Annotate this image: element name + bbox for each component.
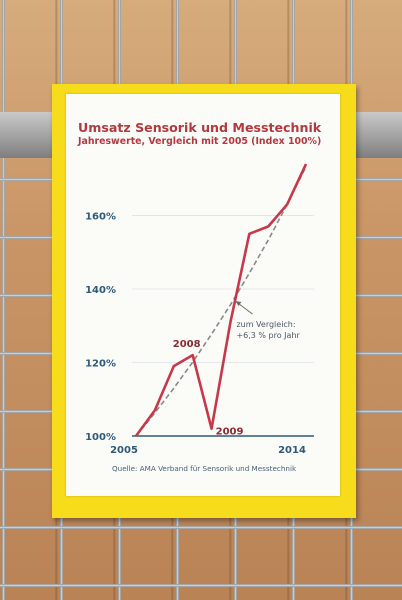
series-line-trend [135, 166, 307, 437]
y-tick-label: 100% [85, 432, 116, 443]
annotation-compare-line2: +6,3 % pro Jahr [236, 331, 300, 340]
label-layer: 2008 2009 zum Vergleich: +6,3 % pro Jahr [173, 301, 301, 438]
y-tick-label: 160% [85, 211, 116, 222]
fence-bar [0, 584, 402, 587]
annotation-2009: 2009 [216, 427, 244, 438]
x-tick-label-start: 2005 [110, 445, 138, 456]
grid-layer [132, 215, 314, 363]
y-tick-label: 120% [85, 358, 116, 369]
poster-sheet: Umsatz Sensorik und Messtechnik Jahreswe… [66, 94, 340, 496]
line-layer [134, 163, 308, 437]
fence-bar [0, 526, 402, 529]
chart-subtitle: Jahreswerte, Vergleich mit 2005 (Index 1… [78, 136, 322, 147]
chart-title: Umsatz Sensorik und Messtechnik [78, 120, 322, 135]
x-tick-label-end: 2014 [278, 445, 306, 456]
series-line-actual [134, 163, 308, 437]
y-tick-label: 140% [85, 285, 116, 296]
fence-bar [2, 0, 5, 600]
annotation-compare-line1: zum Vergleich: [236, 320, 295, 329]
axis-layer: 100% 120% 140% 160% 2005 2014 [85, 211, 314, 456]
annotation-arrowhead [235, 301, 242, 306]
annotation-2008: 2008 [173, 339, 201, 350]
line-chart: 100% 120% 140% 160% 2005 2014 2008 2009 zum Ver… [85, 163, 314, 456]
source-note: Quelle: AMA Verband für Sensorik und Mes… [112, 464, 297, 473]
